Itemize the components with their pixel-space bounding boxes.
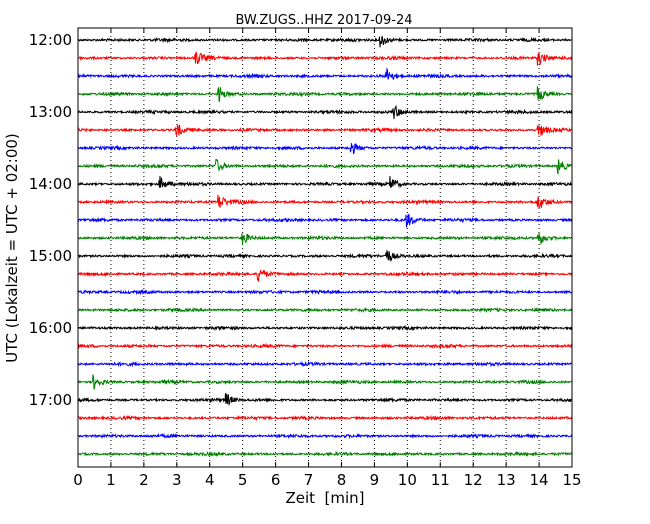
trace-row-13 [77,269,573,282]
x-tick-label-3: 3 [172,471,182,489]
trace-row-14 [77,288,573,296]
y-axis-ticks: 12:00 13:00 14:00 15:00 16:00 17:00 [29,31,572,409]
x-tick-label-2: 2 [139,471,149,489]
x-tick-label-0: 0 [73,471,83,489]
trace-row-15 [77,306,573,314]
trace-row-8 [77,176,573,189]
trace-row-2 [77,67,573,80]
x-tick-label-5: 5 [238,471,248,489]
x-tick-label-8: 8 [337,471,347,489]
x-tick-label-7: 7 [304,471,314,489]
y-tick-label-1: 13:00 [29,103,72,121]
y-tick-label-4: 16:00 [29,319,72,337]
trace-row-16 [77,324,573,332]
trace-row-18 [77,360,573,368]
trace-row-6 [77,142,573,155]
trace-row-20 [77,393,573,406]
x-tick-label-1: 1 [106,471,116,489]
trace-row-3 [77,86,573,102]
trace-row-5 [77,124,573,137]
x-tick-label-11: 11 [431,471,450,489]
plot-frame [77,27,573,468]
x-tick-label-12: 12 [464,471,483,489]
x-tick-label-14: 14 [530,471,549,489]
y-tick-label-2: 14:00 [29,175,72,193]
trace-row-12 [77,249,573,263]
x-tick-label-4: 4 [205,471,215,489]
trace-row-11 [77,232,573,246]
trace-row-9 [77,194,573,210]
x-axis-ticks: 0 1 2 3 4 5 6 7 8 9 10 11 12 13 14 15 [73,28,582,489]
trace-row-1 [77,51,573,66]
y-axis-label: UTC (Lokalzeit = UTC + 02:00) [3,133,21,363]
trace-row-4 [77,104,573,120]
trace-row-17 [77,342,573,350]
y-tick-label-0: 12:00 [29,31,72,49]
trace-row-22 [77,432,573,440]
chart-title: BW.ZUGS..HHZ 2017-09-24 [235,13,412,28]
trace-row-0 [77,35,573,48]
x-axis-label: Zeit [min] [285,489,364,507]
trace-row-21 [77,414,573,422]
trace-row-19 [77,374,573,390]
trace-row-7 [77,158,573,175]
trace-row-10 [77,213,573,228]
x-tick-label-15: 15 [562,471,581,489]
y-tick-label-3: 15:00 [29,247,72,265]
trace-row-23 [77,450,573,458]
trace-layer [77,35,573,458]
y-tick-label-5: 17:00 [29,391,72,409]
x-tick-label-9: 9 [370,471,380,489]
x-tick-label-13: 13 [497,471,516,489]
x-tick-label-6: 6 [271,471,281,489]
x-tick-label-10: 10 [398,471,417,489]
